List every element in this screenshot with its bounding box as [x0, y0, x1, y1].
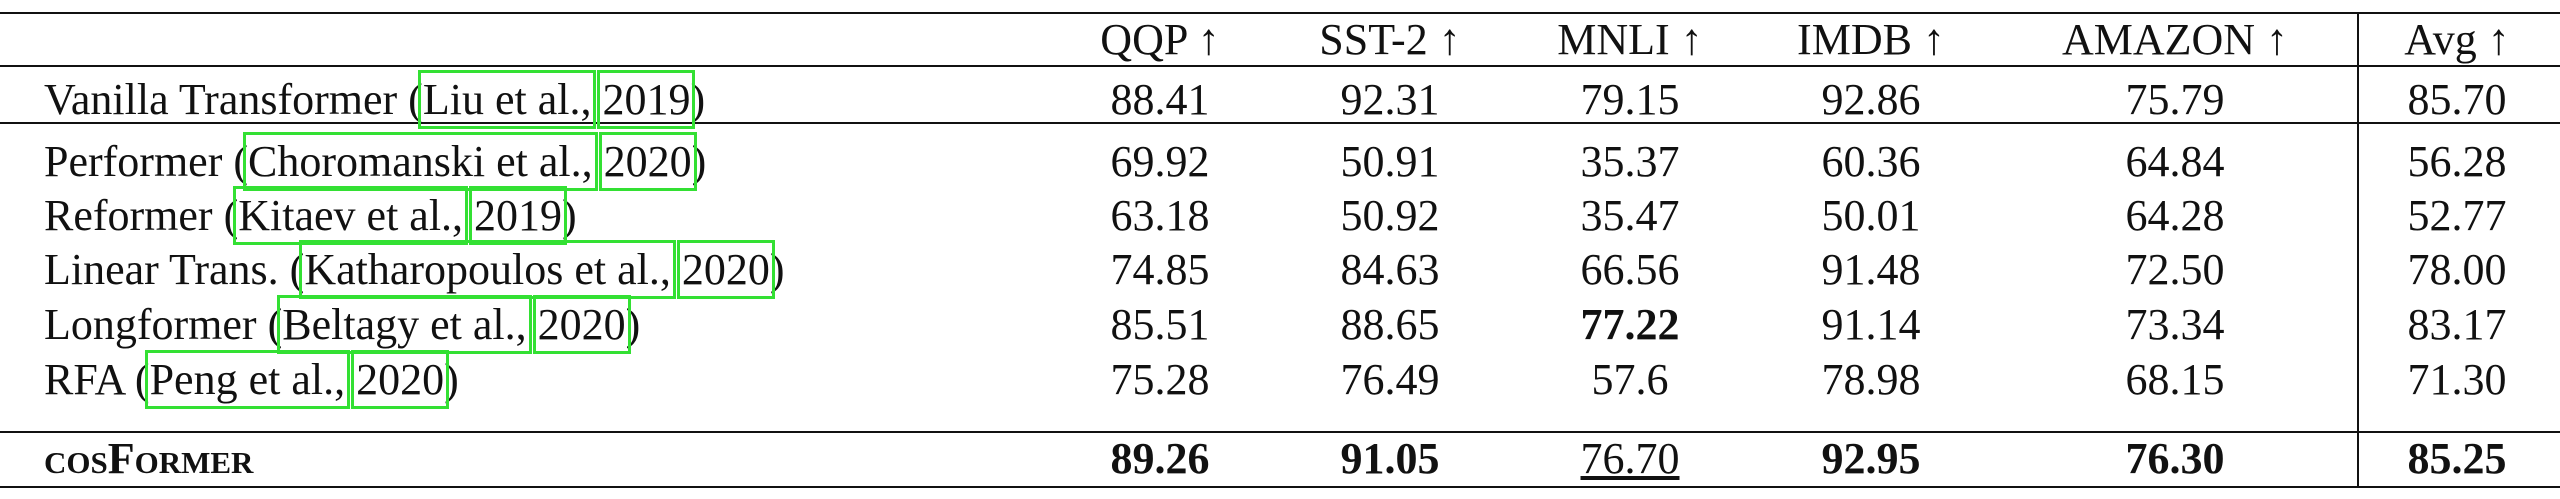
- score: 50.01: [1821, 191, 1921, 240]
- citation-link: Beltagy et al.,: [277, 295, 532, 354]
- score: 56.28: [2407, 137, 2507, 186]
- score: 91.05: [1340, 434, 1440, 483]
- citation-year: 2020: [676, 240, 775, 299]
- rule-baseline: [0, 122, 2560, 124]
- score: 76.30: [2125, 434, 2225, 483]
- method: Performer (: [44, 137, 249, 186]
- score: 73.34: [2125, 300, 2225, 349]
- citation-link: Choromanski et al.,: [243, 132, 598, 191]
- score: 83.17: [2407, 300, 2507, 349]
- score: 85.70: [2407, 75, 2507, 124]
- score: 75.28: [1110, 355, 1210, 404]
- score: 88.41: [1110, 75, 1210, 124]
- score: 88.65: [1340, 300, 1440, 349]
- citation-link: Katharopoulos et al.,: [299, 240, 676, 299]
- method-name: Performer (Choromanski et al., 2020): [44, 132, 707, 191]
- score: 75.79: [2125, 75, 2225, 124]
- method-name: Linear Trans. (Katharopoulos et al., 202…: [44, 240, 785, 299]
- citation-year: 2020: [351, 350, 450, 409]
- paren: ): [562, 191, 577, 240]
- score: 35.47: [1580, 191, 1680, 240]
- score: 50.92: [1340, 191, 1440, 240]
- citation-year: 2019: [597, 70, 696, 129]
- score: 69.92: [1110, 137, 1210, 186]
- method-name: Reformer (Kitaev et al., 2019): [44, 186, 577, 245]
- column-header: MNLI ↑: [1557, 15, 1703, 64]
- method: cosFormer: [44, 434, 254, 483]
- score: 92.86: [1821, 75, 1921, 124]
- citation-link: Kitaev et al.,: [233, 186, 469, 245]
- score: 78.00: [2407, 245, 2507, 294]
- citation-link: Liu et al.,: [417, 70, 597, 129]
- citation-link: Peng et al.,: [144, 350, 351, 409]
- rule-avg: [2357, 13, 2359, 487]
- method-name: RFA (Peng et al., 2020): [44, 350, 459, 409]
- column-header: Avg ↑: [2404, 15, 2510, 64]
- method-name: Longformer (Beltagy et al., 2020): [44, 295, 641, 354]
- score: 72.50: [2125, 245, 2225, 294]
- score: 63.18: [1110, 191, 1210, 240]
- method: Reformer (: [44, 191, 239, 240]
- citation-year: 2020: [532, 295, 631, 354]
- paren: ): [691, 137, 707, 186]
- score: 57.6: [1591, 355, 1669, 404]
- score: 64.28: [2125, 191, 2225, 240]
- score: 66.56: [1580, 245, 1680, 294]
- score: 78.98: [1821, 355, 1921, 404]
- paren: ): [444, 355, 459, 404]
- method-name: cosFormer: [44, 437, 253, 481]
- score: 89.26: [1110, 434, 1210, 483]
- score: 60.36: [1821, 137, 1921, 186]
- method-name: Vanilla Transformer (Liu et al., 2019): [44, 70, 706, 129]
- method: Linear Trans. (: [44, 245, 305, 294]
- rule-top: [0, 12, 2560, 14]
- score: 68.15: [2125, 355, 2225, 404]
- score: 84.63: [1340, 245, 1440, 294]
- score: 92.31: [1340, 75, 1440, 124]
- citation-year: 2020: [598, 132, 697, 191]
- column-header: QQP ↑: [1100, 15, 1220, 64]
- score: 77.22: [1580, 300, 1680, 349]
- score: 64.84: [2125, 137, 2225, 186]
- rule-bottom: [0, 486, 2560, 488]
- score: 35.37: [1580, 137, 1680, 186]
- score: 71.30: [2407, 355, 2507, 404]
- score: 74.85: [1110, 245, 1210, 294]
- score: 79.15: [1580, 75, 1680, 124]
- column-header: IMDB ↑: [1797, 15, 1945, 64]
- method: RFA (: [44, 355, 150, 404]
- score: 85.51: [1110, 300, 1210, 349]
- score: 91.14: [1821, 300, 1921, 349]
- column-header: SST-2 ↑: [1319, 15, 1461, 64]
- score: 92.95: [1821, 434, 1921, 483]
- score: 50.91: [1340, 137, 1440, 186]
- score: 76.70: [1580, 434, 1680, 483]
- paren: ): [625, 300, 641, 349]
- score: 52.77: [2407, 191, 2507, 240]
- score: 91.48: [1821, 245, 1921, 294]
- rule-header: [0, 65, 2560, 67]
- score: 76.49: [1340, 355, 1440, 404]
- score: 85.25: [2407, 434, 2507, 483]
- method: Vanilla Transformer (: [44, 75, 423, 124]
- citation-year: 2019: [469, 186, 568, 245]
- column-header: AMAZON ↑: [2061, 15, 2289, 64]
- paren: ): [769, 245, 785, 294]
- method: Longformer (: [44, 300, 283, 349]
- paren: ): [690, 75, 706, 124]
- rule-ours: [0, 431, 2560, 433]
